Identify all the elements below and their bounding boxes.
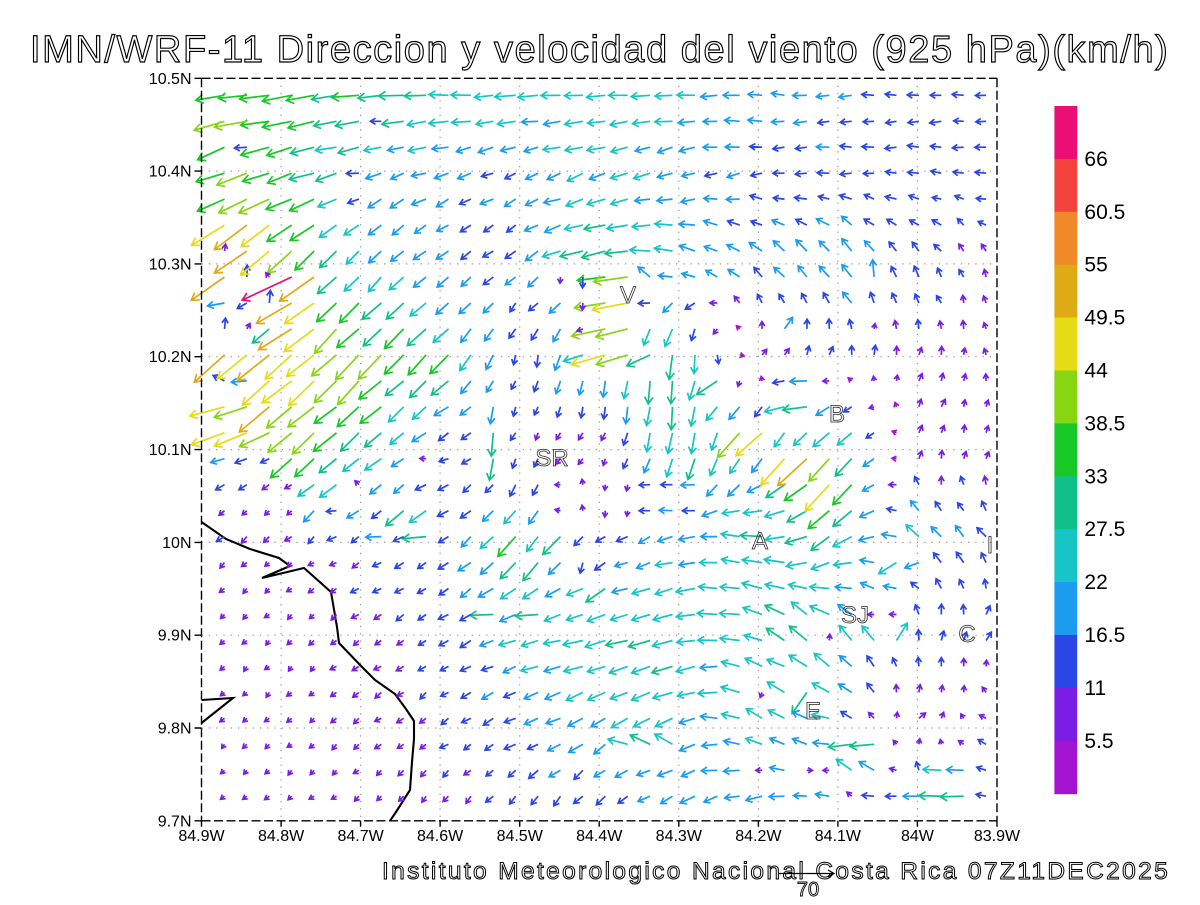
svg-text:84.9W: 84.9W [178,828,225,845]
svg-text:9.9N: 9.9N [158,628,192,645]
svg-text:16.5: 16.5 [1084,624,1125,647]
svg-text:84.4W: 84.4W [576,828,623,845]
svg-text:9.7N: 9.7N [158,813,192,830]
svg-text:10.2N: 10.2N [149,349,192,366]
svg-text:V: V [620,282,636,309]
svg-text:10.5N: 10.5N [149,71,192,88]
svg-text:84.5W: 84.5W [497,828,544,845]
svg-text:A: A [752,528,768,555]
svg-text:49.5: 49.5 [1084,307,1125,330]
svg-text:11: 11 [1084,677,1106,700]
svg-text:83.9W: 83.9W [974,828,1021,845]
svg-text:5.5: 5.5 [1084,730,1113,753]
svg-text:E: E [805,698,821,725]
svg-text:44: 44 [1084,360,1108,383]
svg-text:84.6W: 84.6W [417,828,464,845]
svg-text:33: 33 [1084,465,1107,488]
svg-text:66: 66 [1084,148,1107,171]
svg-text:Instituto Meteorologico Nacion: Instituto Meteorologico Nacional Costa R… [382,858,1170,885]
svg-text:SJ: SJ [841,602,869,629]
svg-text:70: 70 [797,879,819,900]
svg-text:84.1W: 84.1W [815,828,862,845]
svg-text:10.4N: 10.4N [149,164,192,181]
svg-text:B: B [829,401,845,428]
svg-text:60.5: 60.5 [1084,201,1125,224]
svg-text:22: 22 [1084,571,1107,594]
svg-text:C: C [958,621,975,648]
svg-text:SR: SR [535,445,568,472]
svg-text:27.5: 27.5 [1084,518,1125,541]
svg-text:10.3N: 10.3N [149,256,192,273]
svg-text:84.2W: 84.2W [735,828,782,845]
svg-text:84W: 84W [901,828,935,845]
svg-text:IMN/WRF-11 Direccion y velocid: IMN/WRF-11 Direccion y velocidad del vie… [30,29,1169,71]
svg-text:55: 55 [1084,254,1107,277]
svg-text:9.8N: 9.8N [158,721,192,738]
svg-text:I: I [987,532,994,559]
svg-text:84.3W: 84.3W [656,828,703,845]
svg-text:38.5: 38.5 [1084,412,1125,435]
svg-text:10N: 10N [162,535,191,552]
svg-text:84.7W: 84.7W [337,828,384,845]
svg-text:10.1N: 10.1N [149,442,192,459]
svg-text:84.8W: 84.8W [258,828,305,845]
